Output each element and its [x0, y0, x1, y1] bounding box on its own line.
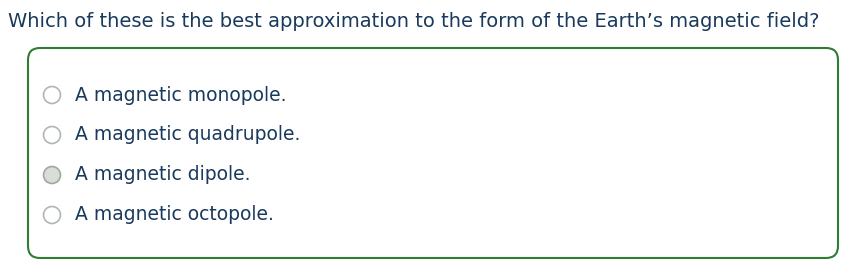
Circle shape: [44, 166, 61, 183]
Circle shape: [44, 206, 61, 223]
Text: Which of these is the best approximation to the form of the Earth’s magnetic fie: Which of these is the best approximation…: [8, 12, 819, 31]
Circle shape: [44, 127, 61, 144]
Text: A magnetic quadrupole.: A magnetic quadrupole.: [75, 125, 300, 145]
Text: A magnetic dipole.: A magnetic dipole.: [75, 166, 251, 184]
FancyBboxPatch shape: [28, 48, 838, 258]
Text: A magnetic octopole.: A magnetic octopole.: [75, 205, 274, 225]
Circle shape: [44, 86, 61, 103]
Text: A magnetic monopole.: A magnetic monopole.: [75, 85, 287, 105]
